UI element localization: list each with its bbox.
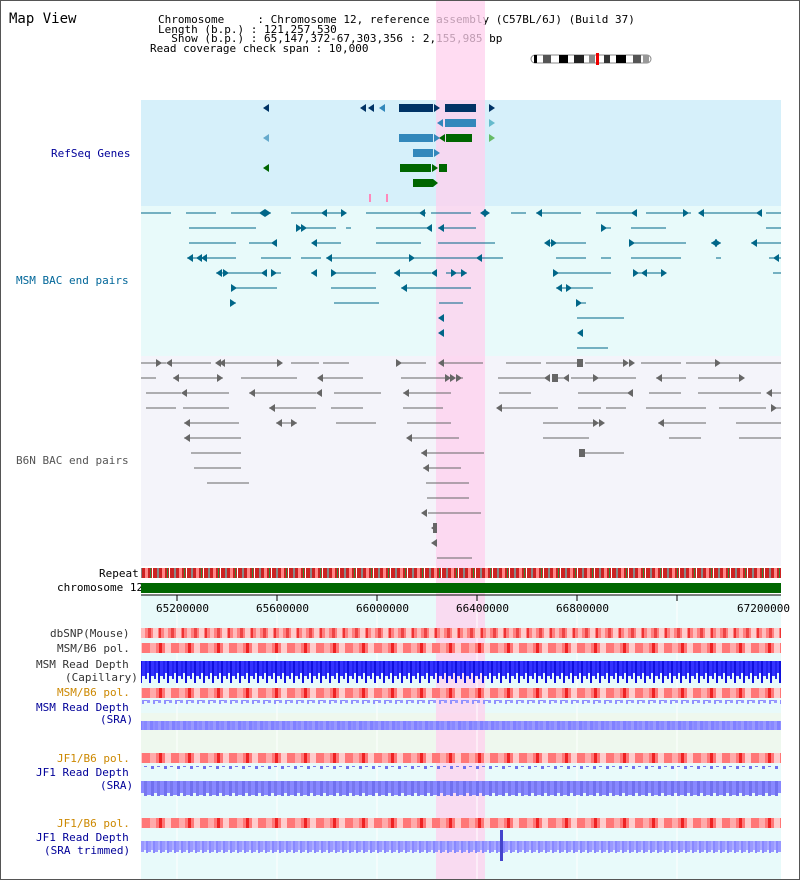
repeat-bar (141, 568, 781, 578)
axis-tick-label: 66000000 (356, 602, 409, 615)
track-label-msm-pol: MSM/B6 pol. (57, 642, 130, 655)
jf1-pol-bar-2 (141, 818, 781, 828)
msm-depth-sra (141, 700, 781, 730)
track-label-msm-depth-cap: MSM Read Depth (36, 658, 129, 671)
jf1-depth-trimmed (141, 830, 781, 860)
view-title: Map View (9, 11, 77, 27)
length-info: Length (b.p.) : 121,257,530 (158, 23, 337, 36)
jf1-depth-sra (141, 766, 781, 796)
axis-tick-label: 66400000 (456, 602, 509, 615)
track-label-refseq: RefSeq Genes (51, 147, 131, 160)
track-label-jf1-trim: JF1 Read Depth (36, 831, 129, 844)
track-label-msm-depth-cap-sub: (Capillary) (65, 671, 138, 684)
jf1-trim-spike (500, 830, 503, 861)
repeat-chromosome-axis (141, 568, 781, 601)
dbsnp-bar (141, 628, 781, 638)
msm-pol-bar-2 (141, 688, 781, 698)
track-label-msm-depth-sra-sub: (SRA) (100, 713, 134, 726)
refseq-genes-track[interactable] (1, 1, 800, 211)
track-label-msm-depth-sra: MSM Read Depth (36, 701, 129, 714)
track-label-jf1-depth-sra: JF1 Read Depth (36, 766, 129, 779)
axis-tick-label: 67200000 (737, 603, 790, 615)
chromosome-bar (141, 583, 781, 593)
axis-tick-label: 65600000 (256, 602, 309, 615)
axis-ticks (141, 594, 781, 601)
msm-pol-bar (141, 643, 781, 653)
track-label-jf1-pol-2: JF1/B6 pol. (57, 817, 130, 830)
track-label-msm-pol-2: MSM/B6 pol. (57, 686, 130, 699)
track-label-b6n-bac: B6N BAC end pairs (16, 454, 129, 467)
chromosome-ideogram[interactable] (529, 53, 655, 65)
coverage-span-info: Read coverage check span : 10,000 (150, 42, 369, 55)
axis-tick-label: 65200000 (156, 602, 209, 615)
msm-depth-capillary (141, 657, 781, 687)
track-label-jf1-trim-sub: (SRA trimmed) (44, 844, 131, 857)
track-label-chromosome: chromosome 12 (57, 581, 144, 594)
jf1-pol-bar (141, 753, 781, 763)
track-label-jf1-pol: JF1/B6 pol. (57, 752, 130, 765)
msm-bac-track[interactable] (1, 1, 800, 361)
axis-tick-label: 66800000 (556, 602, 609, 615)
track-label-msm-bac: MSM BAC end pairs (16, 274, 129, 287)
track-label-jf1-depth-sra-sub: (SRA) (100, 779, 134, 792)
track-label-repeat: Repeat (99, 567, 139, 580)
track-label-dbsnp: dbSNP(Mouse) (50, 627, 130, 640)
b6n-bac-track[interactable] (1, 1, 800, 571)
